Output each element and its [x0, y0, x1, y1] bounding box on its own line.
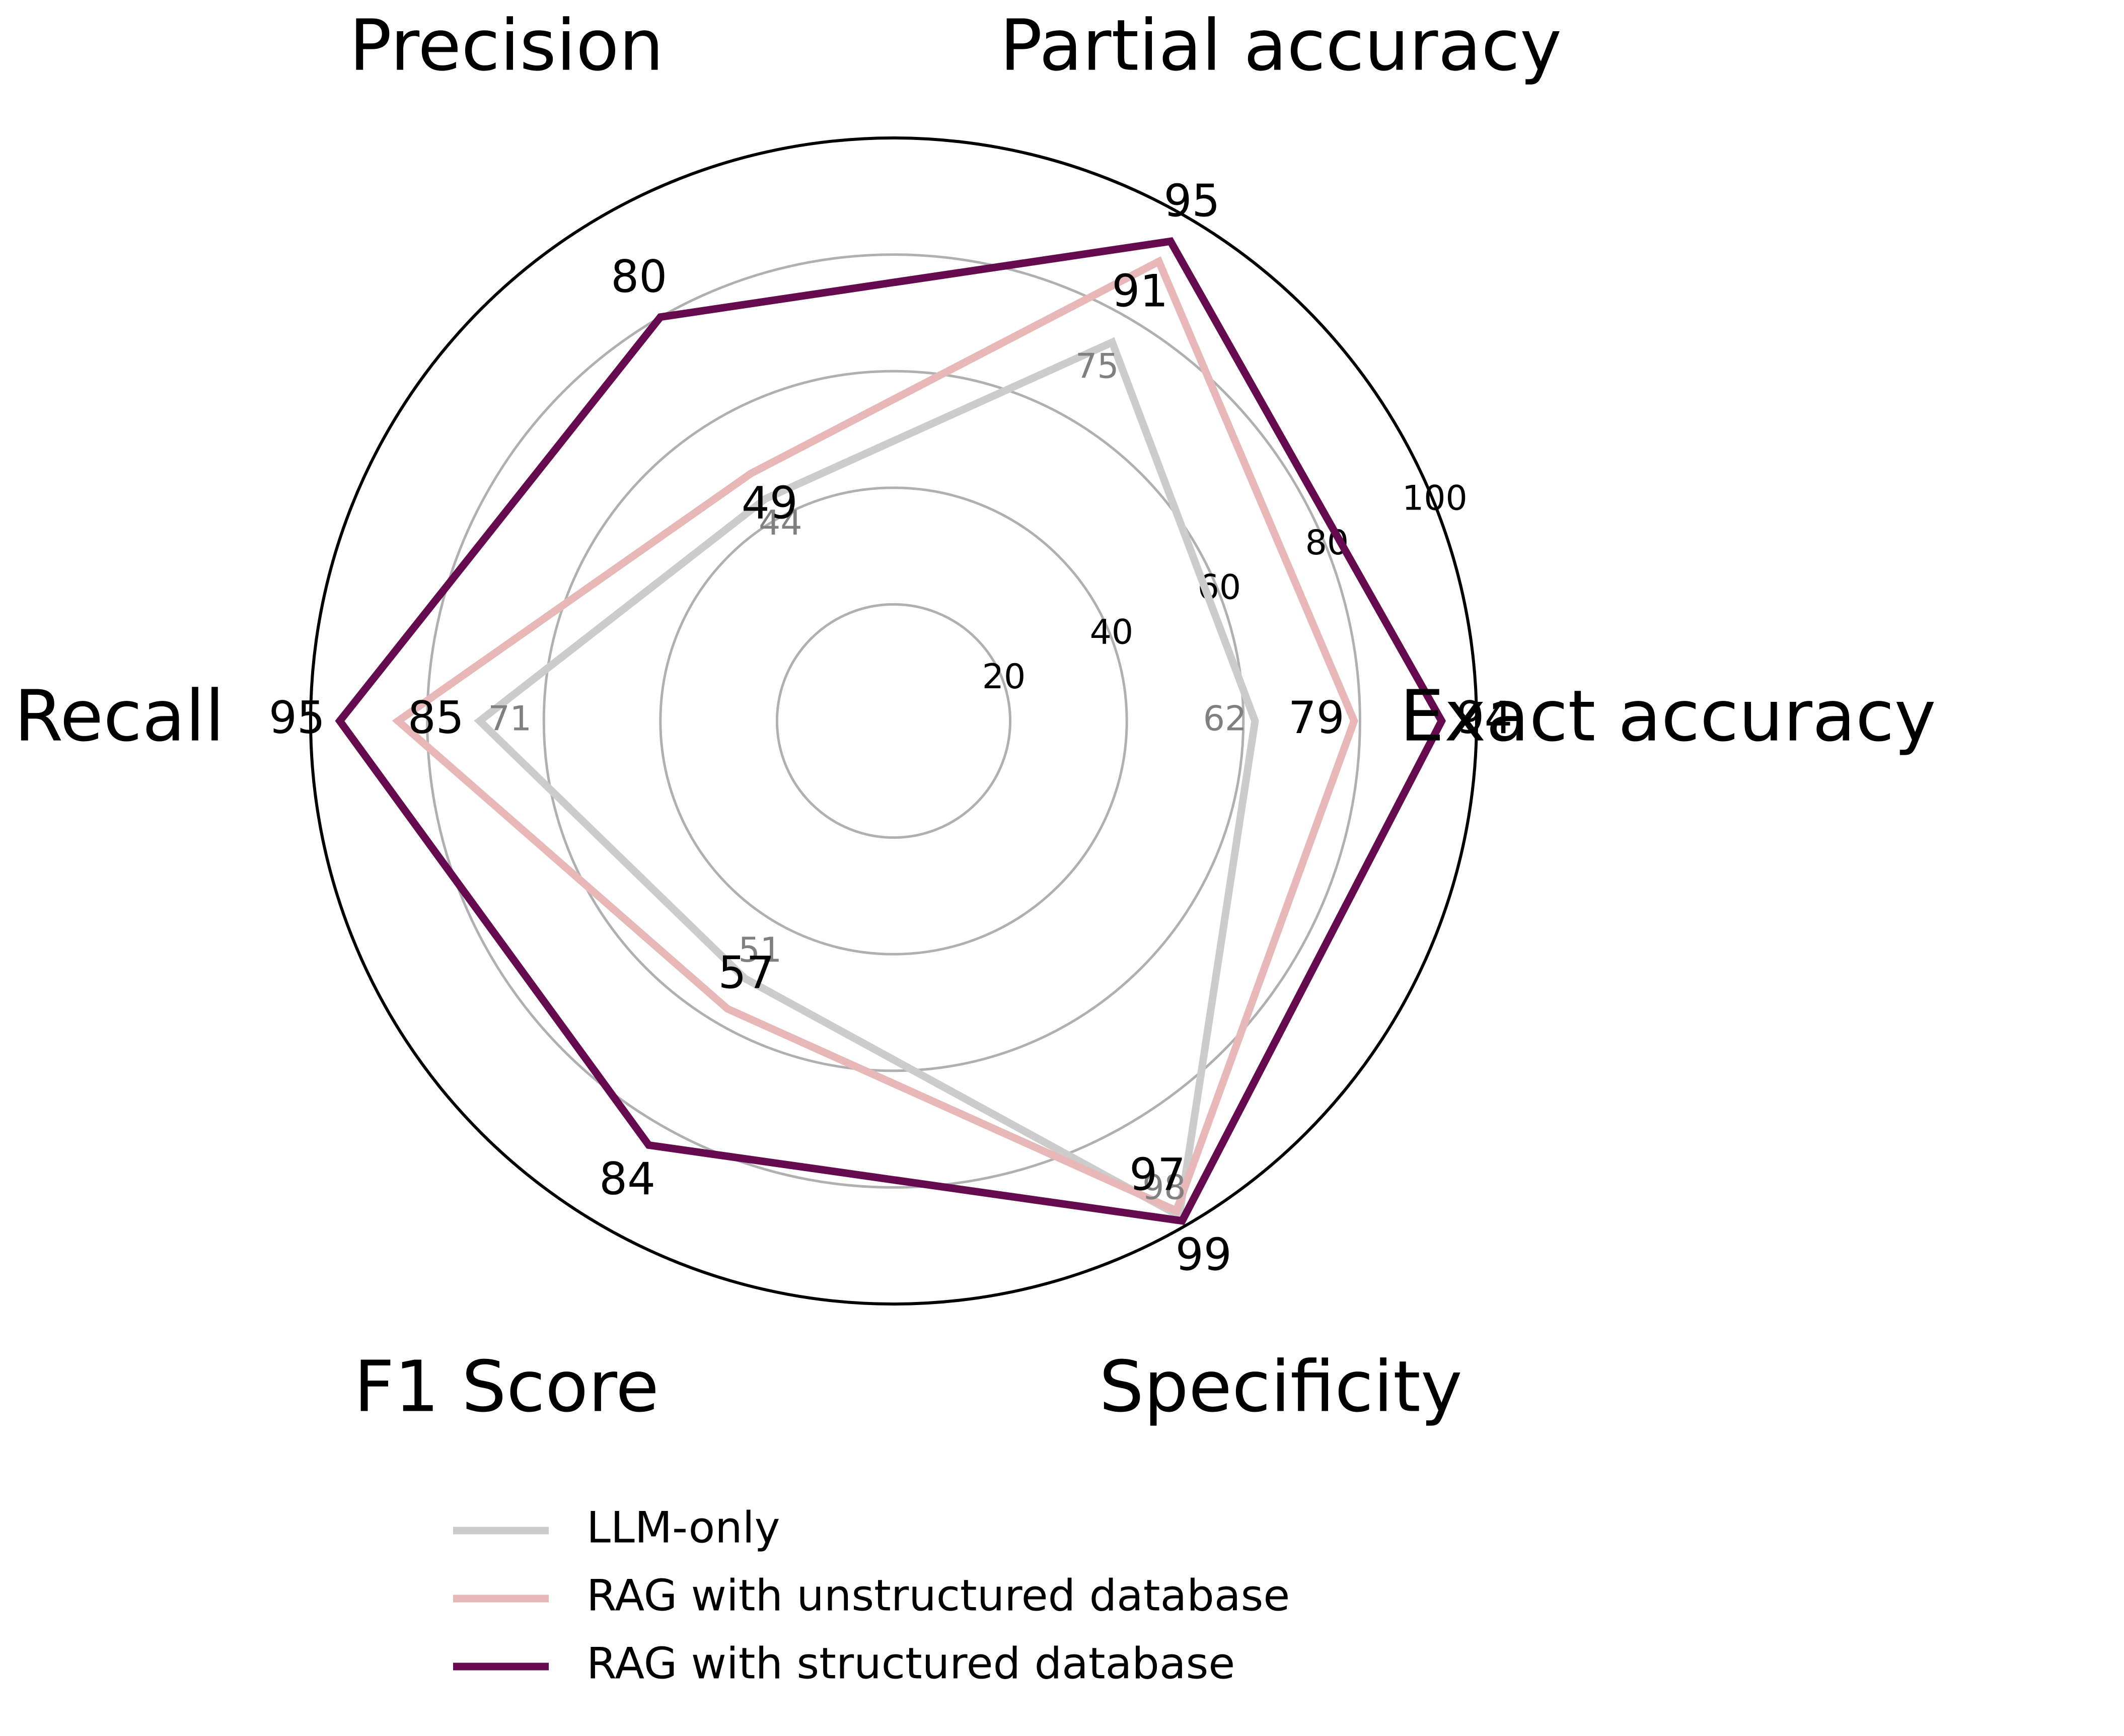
grid-circle	[775, 603, 1012, 839]
value-label: 80	[611, 251, 667, 303]
radial-tick-label: 40	[1090, 612, 1134, 652]
value-label: 57	[718, 947, 774, 999]
grid-circle	[426, 253, 1361, 1189]
radial-tick-label: 100	[1402, 478, 1468, 518]
radar-grid	[309, 136, 1478, 1306]
axis-label: F1 Score	[354, 1346, 659, 1428]
legend-label: RAG with structured database	[587, 1638, 1235, 1689]
value-label: 62	[1203, 699, 1247, 739]
radar-outer-circle	[309, 136, 1478, 1306]
value-label: 51	[738, 930, 782, 970]
axis-labels: Exact accuracy Partial accuracy Precision R…	[14, 5, 1936, 1428]
axis-label: Precision	[349, 5, 664, 87]
legend-label: RAG with unstructured database	[587, 1570, 1290, 1621]
legend-label: LLM-only	[587, 1502, 780, 1553]
value-label: 71	[488, 699, 532, 739]
series-polygon-1	[474, 337, 1259, 1222]
axis-label: Exact accuracy	[1400, 676, 1936, 758]
radial-tick-label: 20	[982, 657, 1026, 697]
value-label: 79	[1288, 692, 1345, 744]
value-label: 94	[1456, 692, 1513, 744]
axis-label: Specificity	[1099, 1346, 1462, 1428]
series-polygon-3	[335, 237, 1446, 1225]
value-label: 95	[269, 692, 325, 744]
value-label: 97	[1129, 1149, 1186, 1201]
axis-label: Recall	[14, 676, 225, 758]
value-label: 49	[742, 477, 798, 529]
value-label: 75	[1075, 346, 1119, 386]
grid-circle	[659, 486, 1128, 956]
series-polygons	[335, 237, 1446, 1225]
series-polygon-2	[392, 256, 1358, 1216]
legend: LLM-only RAG with unstructured database RA…	[453, 1502, 1290, 1689]
value-label: 84	[599, 1153, 655, 1205]
value-label: 95	[1164, 175, 1220, 227]
value-label: 98	[1142, 1168, 1186, 1207]
value-labels: 62 75 44 71 51 98 79 91 49 85 57 97 94 95 80 95 84 99	[269, 175, 1513, 1281]
value-label: 91	[1112, 265, 1168, 317]
value-label: 85	[408, 692, 464, 744]
grid-circle	[542, 370, 1245, 1072]
axis-label: Partial accuracy	[1000, 5, 1562, 87]
value-label: 99	[1176, 1228, 1232, 1280]
value-label: 44	[759, 503, 802, 543]
